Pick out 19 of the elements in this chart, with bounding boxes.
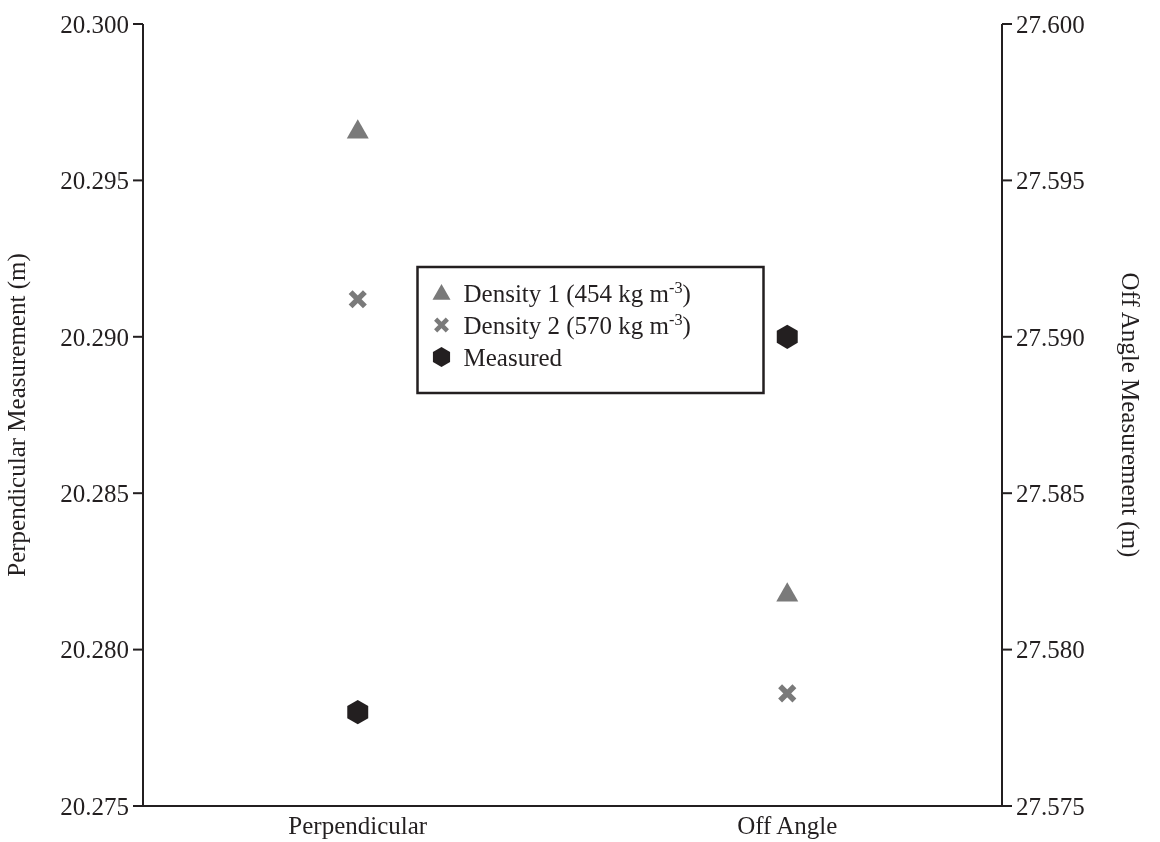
y2-tick-label: 27.590 bbox=[1016, 323, 1085, 351]
y2-tick-label: 27.580 bbox=[1016, 636, 1085, 664]
y-tick-label: 20.300 bbox=[60, 10, 129, 38]
y2-tick-label: 27.585 bbox=[1016, 479, 1085, 507]
y-tick-label: 20.290 bbox=[60, 323, 129, 351]
y2-tick-label: 27.575 bbox=[1016, 792, 1085, 820]
legend-label: Density 1 (454 kg m$^{-3}$) bbox=[463, 278, 691, 308]
y-tick-label: 20.295 bbox=[60, 167, 129, 195]
y-tick-label: 20.275 bbox=[60, 792, 129, 820]
y2-axis-title: Off Angle Measurement (m) bbox=[1116, 272, 1144, 558]
y-tick-label: 20.280 bbox=[60, 636, 129, 664]
y-tick-label: 20.285 bbox=[60, 479, 129, 507]
legend-label: Measured bbox=[463, 343, 563, 371]
y2-tick-label: 27.595 bbox=[1016, 167, 1085, 195]
y2-tick-label: 27.600 bbox=[1016, 10, 1085, 38]
x-tick-label: Perpendicular bbox=[288, 812, 428, 839]
y-axis-title: Perpendicular Measurement (m) bbox=[3, 253, 31, 577]
x-tick-label: Off Angle bbox=[737, 812, 838, 839]
legend-label: Density 2 (570 kg m$^{-3}$) bbox=[463, 310, 691, 340]
